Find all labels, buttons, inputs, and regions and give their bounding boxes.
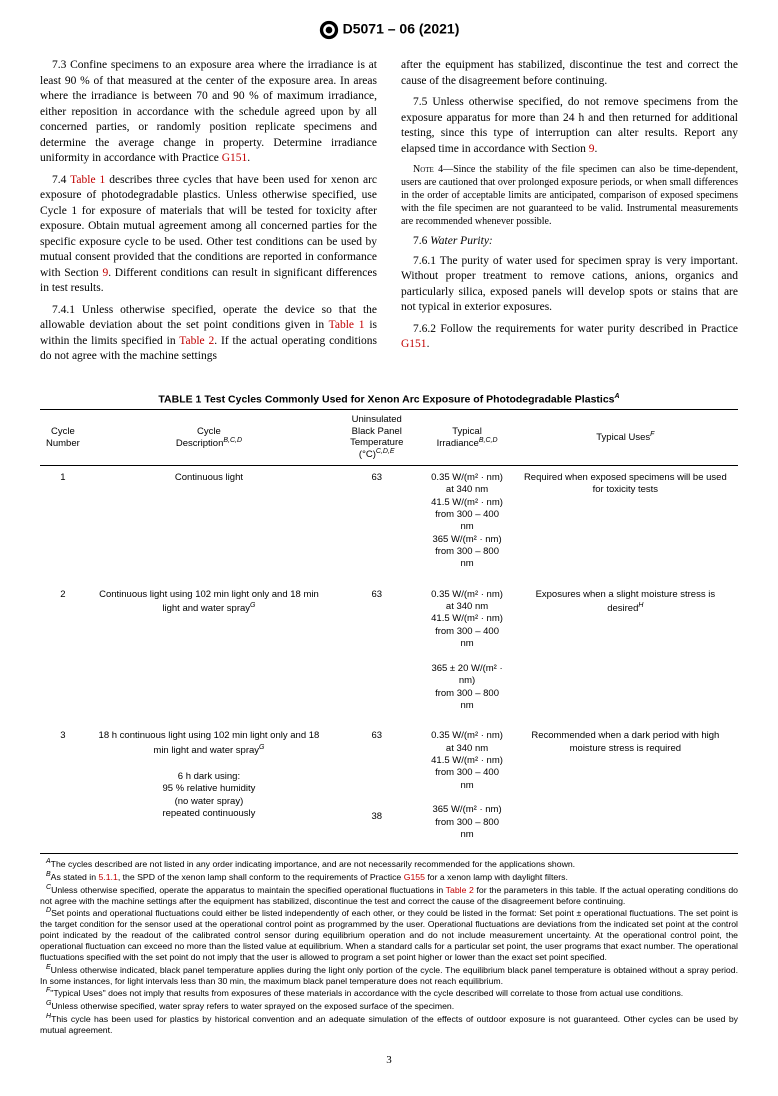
cell-desc: Continuous light using 102 min light onl…: [86, 583, 332, 724]
two-column-body: 7.3 Confine specimens to an exposure are…: [40, 58, 738, 371]
table-row: 3 18 h continuous light using 102 min li…: [40, 724, 738, 854]
left-column: 7.3 Confine specimens to an exposure are…: [40, 58, 377, 371]
section-7-3: 7.3 Confine specimens to an exposure are…: [40, 58, 377, 167]
right-column: after the equipment has stabilized, disc…: [401, 58, 738, 371]
cell-irr: 0.35 W/(m² · nm) at 340 nm 41.5 W/(m² · …: [421, 583, 512, 724]
cell-irr: 0.35 W/(m² · nm) at 340 nm 41.5 W/(m² · …: [421, 466, 512, 583]
link-g155[interactable]: G155: [404, 872, 425, 882]
astm-logo-icon: [319, 20, 339, 40]
cell-uses: Exposures when a slight moisture stress …: [513, 583, 738, 724]
cell-temp: 63: [332, 466, 421, 583]
section-7-6-1: 7.6.1 The purity of water used for speci…: [401, 254, 738, 316]
cell-cycle-num: 2: [40, 583, 86, 724]
cell-cycle-num: 3: [40, 724, 86, 854]
link-5-1-1[interactable]: 5.1.1: [98, 872, 117, 882]
section-7-6-2: 7.6.2 Follow the requirements for water …: [401, 322, 738, 353]
cell-desc: Continuous light: [86, 466, 332, 583]
footnote-d: DSet points and operational fluctuations…: [40, 907, 738, 962]
footnote-c: CUnless otherwise specified, operate the…: [40, 884, 738, 907]
cell-temp: 63: [332, 583, 421, 724]
table-1-title: TABLE 1 Test Cycles Commonly Used for Xe…: [40, 393, 738, 406]
col-cycle-desc: Cycle DescriptionB,C,D: [86, 410, 332, 466]
col-cycle-number: Cycle Number: [40, 410, 86, 466]
note-4: Note 4—Since the stability of the file s…: [401, 163, 738, 228]
section-7-5: 7.5 Unless otherwise specified, do not r…: [401, 95, 738, 157]
document-header: D5071 – 06 (2021): [40, 20, 738, 40]
cell-desc: 18 h continuous light using 102 min ligh…: [86, 724, 332, 854]
footnote-f: F"Typical Uses" does not imply that resu…: [40, 987, 738, 999]
link-table-1[interactable]: Table 1: [70, 174, 105, 186]
table-row: 2 Continuous light using 102 min light o…: [40, 583, 738, 724]
table-header-row: Cycle Number Cycle DescriptionB,C,D Unin…: [40, 410, 738, 466]
designation-text: D5071 – 06 (2021): [343, 21, 460, 37]
link-table-2[interactable]: Table 2: [179, 335, 214, 347]
footnote-b: BAs stated in 5.1.1, the SPD of the xeno…: [40, 871, 738, 883]
link-table-1[interactable]: Table 1: [329, 319, 365, 331]
section-7-4-1: 7.4.1 Unless otherwise specified, operat…: [40, 303, 377, 365]
link-g151[interactable]: G151: [401, 338, 427, 350]
col-uses: Typical UsesF: [513, 410, 738, 466]
footnote-g: GUnless otherwise specified, water spray…: [40, 1000, 738, 1012]
section-7-6: 7.6 Water Purity:: [401, 234, 738, 250]
cell-irr: 0.35 W/(m² · nm) at 340 nm 41.5 W/(m² · …: [421, 724, 512, 854]
section-7-4: 7.4 Table 1 describes three cycles that …: [40, 173, 377, 297]
link-table-2[interactable]: Table 2: [446, 885, 474, 895]
footnote-e: EUnless otherwise indicated, black panel…: [40, 964, 738, 987]
footnote-a: AThe cycles described are not listed in …: [40, 858, 738, 870]
page-container: D5071 – 06 (2021) 7.3 Confine specimens …: [0, 0, 778, 1096]
link-g151[interactable]: G151: [222, 152, 248, 164]
cell-uses: Recommended when a dark period with high…: [513, 724, 738, 854]
page-number: 3: [40, 1054, 738, 1066]
col-irradiance: Typical IrradianceB,C,D: [421, 410, 512, 466]
table-1: Cycle Number Cycle DescriptionB,C,D Unin…: [40, 409, 738, 854]
footnote-h: HThis cycle has been used for plastics b…: [40, 1013, 738, 1036]
cell-uses: Required when exposed specimens will be …: [513, 466, 738, 583]
cell-cycle-num: 1: [40, 466, 86, 583]
table-footnotes: AThe cycles described are not listed in …: [40, 858, 738, 1035]
cell-temp: 6338: [332, 724, 421, 854]
col-temp: Uninsulated Black Panel Temperature (°C)…: [332, 410, 421, 466]
section-7-4-1-cont: after the equipment has stabilized, disc…: [401, 58, 738, 89]
table-row: 1 Continuous light 63 0.35 W/(m² · nm) a…: [40, 466, 738, 583]
